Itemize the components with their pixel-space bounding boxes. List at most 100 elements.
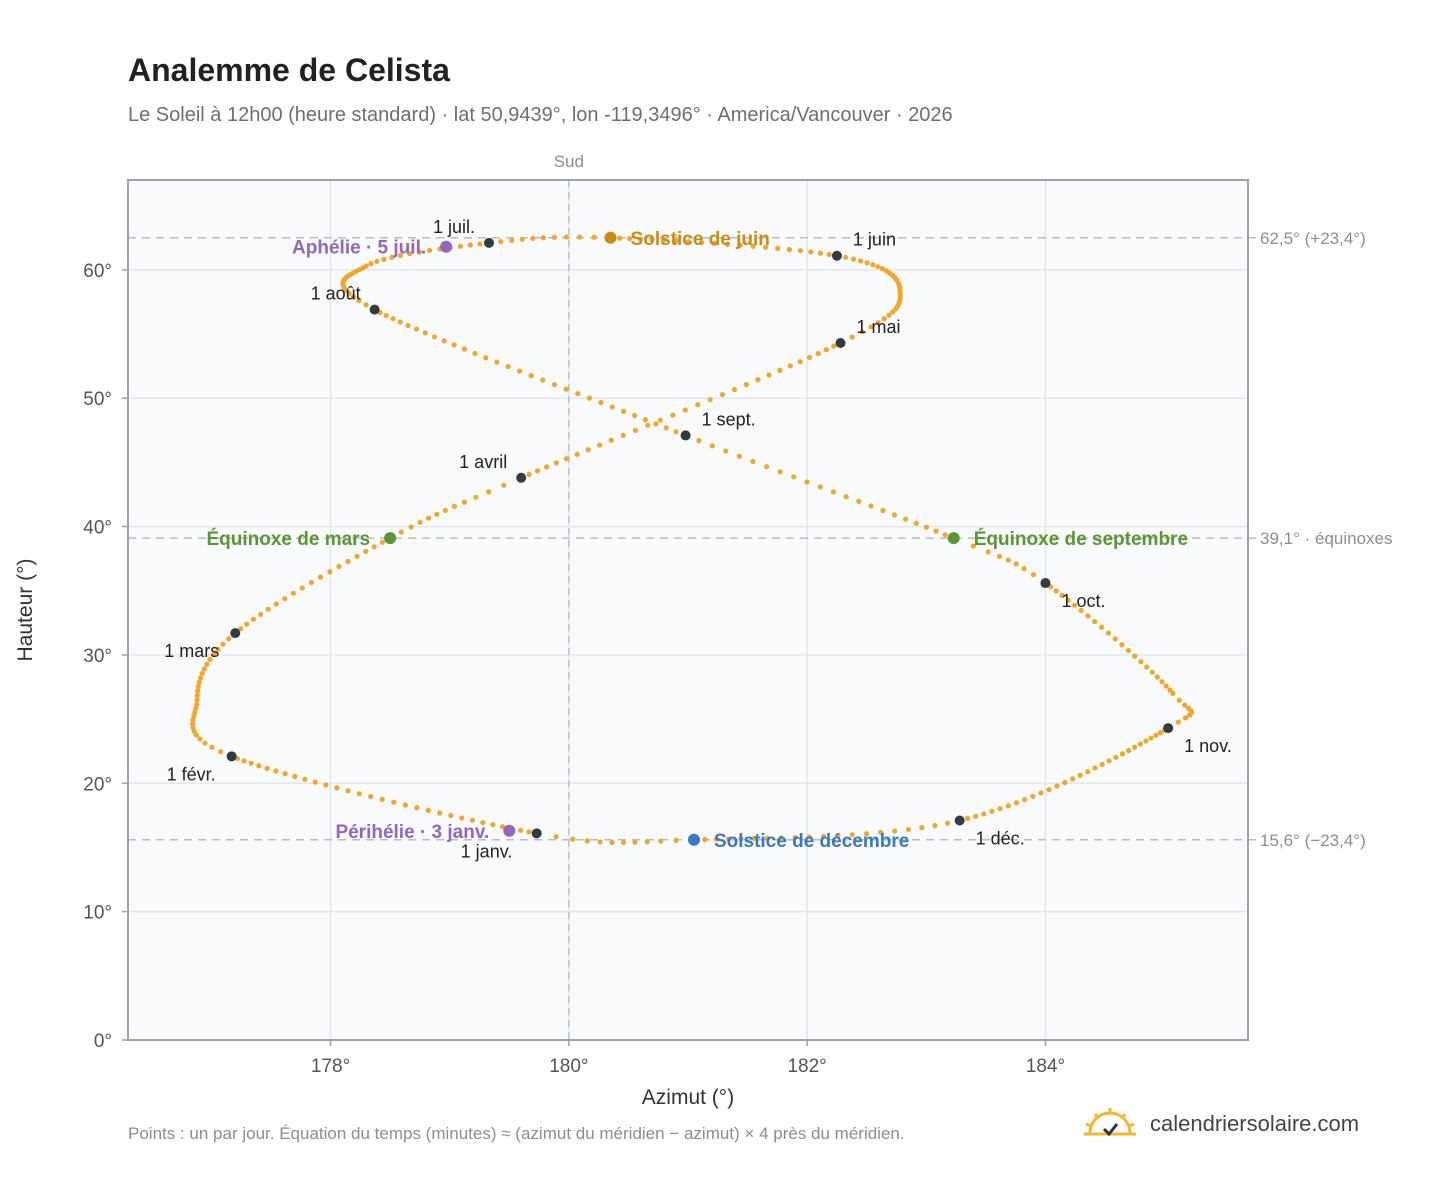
daily-point xyxy=(441,338,447,344)
daily-point xyxy=(422,330,428,336)
month-label: 1 avril xyxy=(459,452,507,472)
daily-point xyxy=(190,721,196,727)
daily-point xyxy=(553,460,559,466)
month-label: 1 sept. xyxy=(702,409,756,429)
daily-point xyxy=(913,520,919,526)
daily-point xyxy=(1030,572,1037,578)
daily-point xyxy=(608,437,614,443)
daily-point xyxy=(970,543,976,549)
daily-point xyxy=(826,251,832,258)
daily-point xyxy=(526,471,532,478)
daily-point xyxy=(197,675,204,681)
daily-point xyxy=(806,834,812,840)
daily-point xyxy=(585,447,591,453)
reference-line-label: 15,6° (−23,4°) xyxy=(1260,831,1366,850)
daily-point xyxy=(750,458,756,465)
daily-point xyxy=(902,516,909,522)
daily-point xyxy=(273,768,279,774)
daily-point xyxy=(368,261,374,267)
daily-point xyxy=(519,236,525,242)
daily-point xyxy=(886,312,892,318)
event-marker xyxy=(604,231,617,244)
daily-point xyxy=(553,834,559,840)
daily-point xyxy=(1176,697,1182,703)
daily-point xyxy=(1132,653,1138,659)
daily-point xyxy=(563,386,569,392)
daily-point xyxy=(1105,630,1112,636)
daily-point xyxy=(1112,636,1118,642)
daily-point xyxy=(477,241,483,247)
daily-point xyxy=(480,819,486,826)
daily-point xyxy=(791,474,797,480)
daily-point xyxy=(868,503,874,509)
daily-point xyxy=(620,432,626,438)
daily-point xyxy=(870,262,876,268)
daily-point xyxy=(1053,588,1059,594)
daily-point xyxy=(374,258,380,265)
daily-point xyxy=(891,512,898,518)
daily-point xyxy=(875,320,881,326)
daily-point xyxy=(661,237,667,243)
month-label: 1 août xyxy=(311,284,361,304)
brand-name: calendriersolaire.com xyxy=(1150,1111,1360,1136)
daily-point xyxy=(755,377,761,383)
daily-point xyxy=(942,532,948,538)
daily-point xyxy=(292,773,298,780)
month-label: 1 juil. xyxy=(433,217,475,237)
y-tick-label: 30° xyxy=(83,646,112,667)
daily-point xyxy=(797,358,803,365)
month-label: 1 mai xyxy=(857,317,901,337)
daily-point xyxy=(241,758,247,764)
plot-frame xyxy=(127,179,1249,1041)
daily-point xyxy=(856,498,862,504)
daily-point xyxy=(750,243,756,249)
daily-point xyxy=(368,793,374,800)
daily-point xyxy=(197,736,203,742)
daily-point xyxy=(1106,758,1112,764)
daily-point xyxy=(299,585,305,591)
daily-point xyxy=(644,839,650,845)
daily-point xyxy=(1054,783,1060,789)
x-axis-label: Azimut (°) xyxy=(642,1086,734,1109)
daily-point xyxy=(486,489,492,495)
daily-point xyxy=(379,796,385,802)
daily-point xyxy=(762,244,769,250)
month-marker xyxy=(1163,723,1174,734)
daily-point xyxy=(724,241,730,247)
event-marker xyxy=(503,824,516,837)
daily-point xyxy=(586,395,593,401)
daily-point xyxy=(1126,747,1132,754)
daily-point xyxy=(282,771,288,777)
daily-point xyxy=(786,246,792,253)
daily-point xyxy=(501,482,507,488)
daily-point xyxy=(517,368,523,374)
daily-point xyxy=(1138,659,1144,665)
chart-title: Analemme de Celista xyxy=(128,52,450,88)
daily-point xyxy=(574,451,580,457)
daily-point xyxy=(505,364,511,370)
month-marker xyxy=(1040,578,1051,589)
daily-point xyxy=(190,724,196,731)
daily-point xyxy=(609,404,615,410)
daily-point xyxy=(725,836,732,842)
month-marker xyxy=(835,338,846,349)
daily-point xyxy=(405,322,411,329)
daily-point xyxy=(196,679,202,685)
daily-point xyxy=(434,511,440,517)
daily-point xyxy=(1182,702,1188,708)
daily-point xyxy=(632,839,638,845)
daily-point xyxy=(1038,790,1044,796)
daily-point xyxy=(1005,803,1011,809)
daily-point xyxy=(1022,797,1028,803)
month-marker xyxy=(516,472,527,483)
brand[interactable]: calendriersolaire.com xyxy=(1084,1104,1359,1144)
daily-point xyxy=(817,484,823,490)
daily-point xyxy=(350,294,356,300)
month-marker xyxy=(484,237,495,248)
daily-point xyxy=(461,499,468,505)
daily-point xyxy=(1137,741,1144,747)
daily-point xyxy=(850,256,857,262)
daily-point xyxy=(698,239,704,246)
event-marker xyxy=(687,833,700,846)
daily-point xyxy=(1005,557,1011,563)
